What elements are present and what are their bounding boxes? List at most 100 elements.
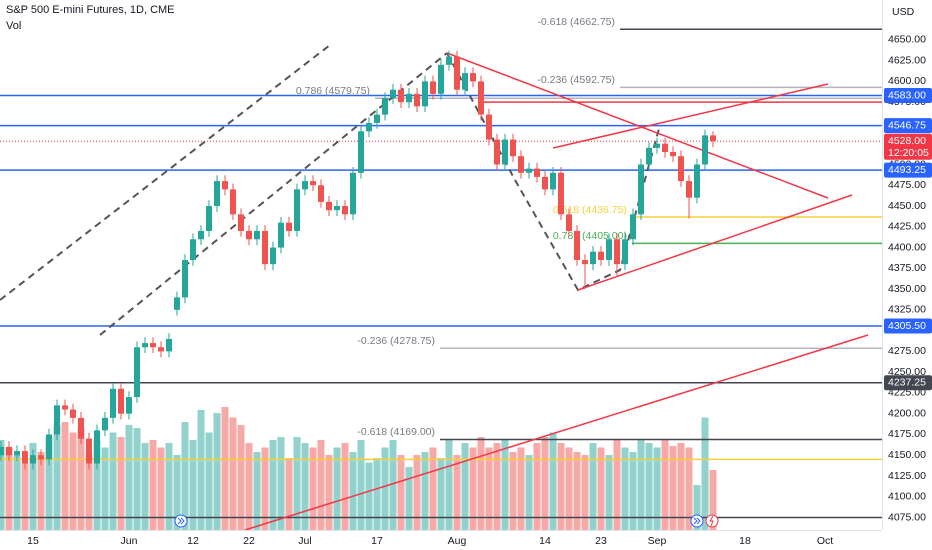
trend-line bbox=[552, 83, 829, 149]
x-tick-label: Jul bbox=[298, 535, 311, 547]
candle-body bbox=[302, 181, 308, 190]
volume-bar bbox=[565, 447, 573, 530]
volume-bar bbox=[69, 432, 77, 530]
x-tick-label: Sep bbox=[648, 535, 667, 547]
candle-body bbox=[102, 417, 108, 431]
y-tick-label: 4200.00 bbox=[888, 407, 926, 419]
y-tick-label: 4125.00 bbox=[888, 470, 926, 482]
level-price-text: 4237.25 bbox=[888, 377, 926, 389]
plot-area: -0.618 (4662.75) -0.236 (4592.75) 0.786 (4… bbox=[0, 16, 882, 530]
icon-arrows[interactable] bbox=[693, 517, 701, 525]
volume-bar bbox=[141, 443, 149, 530]
level-price-label bbox=[884, 162, 932, 178]
candle-body bbox=[222, 181, 228, 190]
trend-line bbox=[446, 52, 829, 199]
event-icon[interactable] bbox=[705, 514, 719, 528]
candles bbox=[0, 50, 716, 470]
candle-body bbox=[510, 139, 516, 157]
x-tick-label: 22 bbox=[243, 535, 255, 547]
volume-bar bbox=[165, 443, 173, 530]
candle-body bbox=[446, 56, 452, 65]
volume-bar bbox=[469, 447, 477, 530]
candle-body bbox=[350, 172, 356, 215]
fib-label: -0.618 (4662.75) bbox=[537, 16, 615, 28]
volume-bar bbox=[229, 417, 237, 530]
volume-bar bbox=[661, 440, 669, 530]
fib-label: 0.618 (4436.75) bbox=[553, 204, 627, 216]
candle-body bbox=[422, 81, 428, 107]
currency: USD bbox=[892, 6, 915, 18]
icon-bolt[interactable] bbox=[709, 515, 714, 527]
candle-body bbox=[622, 239, 628, 265]
candle-body bbox=[214, 181, 220, 207]
volume-bar bbox=[413, 455, 421, 530]
volume-bar bbox=[253, 452, 261, 530]
candle-body bbox=[686, 181, 692, 198]
fib-label: 0.786 (4579.75) bbox=[296, 85, 370, 97]
candle-body bbox=[230, 189, 236, 215]
volume-bar bbox=[669, 446, 677, 530]
level-price-text: 4305.50 bbox=[888, 320, 926, 332]
volume-bar bbox=[357, 440, 365, 530]
level-price-label bbox=[884, 118, 932, 134]
volume-bar bbox=[637, 440, 645, 530]
volume-bar bbox=[461, 443, 469, 530]
candle-body bbox=[174, 297, 180, 310]
x-tick-label: 17 bbox=[371, 535, 383, 547]
candle-body bbox=[486, 114, 492, 140]
candle-body bbox=[22, 451, 28, 464]
volume-bar bbox=[629, 452, 637, 530]
candle-body bbox=[694, 164, 700, 198]
current-price-label bbox=[884, 133, 932, 160]
volume-bar bbox=[53, 425, 61, 530]
candle-body bbox=[374, 114, 380, 123]
candle-body bbox=[46, 434, 52, 460]
level-price-text: 4493.25 bbox=[888, 164, 926, 176]
candle-body bbox=[502, 139, 508, 165]
candle-body bbox=[38, 455, 44, 460]
volume-bar bbox=[181, 422, 189, 530]
x-tick-label: 23 bbox=[595, 535, 607, 547]
y-tick-label: 4650.00 bbox=[888, 34, 926, 46]
icon-arrows[interactable] bbox=[177, 517, 185, 525]
volume-bar bbox=[453, 455, 461, 530]
volume-bar bbox=[293, 437, 301, 530]
volume-bar bbox=[493, 443, 501, 530]
volume-bar bbox=[341, 443, 349, 530]
dashed-trend bbox=[0, 44, 331, 301]
candle-body bbox=[550, 172, 556, 190]
volume-bar bbox=[477, 437, 485, 530]
volume-bar bbox=[93, 440, 101, 530]
jump-icon[interactable] bbox=[690, 514, 704, 528]
volume-bar bbox=[189, 440, 197, 530]
volume-bar bbox=[677, 443, 685, 530]
candle-body bbox=[606, 239, 612, 261]
volume-bar bbox=[437, 458, 445, 530]
y-tick-label: 4450.00 bbox=[888, 200, 926, 212]
candle-body bbox=[390, 89, 396, 99]
volume-bar bbox=[277, 437, 285, 530]
candle-body bbox=[590, 251, 596, 265]
volume-bar bbox=[261, 447, 269, 530]
x-tick-label: 14 bbox=[539, 535, 551, 547]
y-tick-label: 4100.00 bbox=[888, 491, 926, 503]
candle-body bbox=[646, 147, 652, 165]
level-price-label bbox=[884, 88, 932, 104]
volume-bar bbox=[149, 440, 157, 530]
y-tick-label: 4375.00 bbox=[888, 262, 926, 274]
candle-body bbox=[142, 343, 148, 348]
candle-body bbox=[190, 239, 196, 261]
candle-body bbox=[574, 230, 580, 261]
volume-bar bbox=[29, 443, 37, 530]
level-price-text: 4546.75 bbox=[888, 119, 926, 131]
volume-bar bbox=[5, 447, 13, 530]
y-tick-label: 4350.00 bbox=[888, 283, 926, 295]
candle-body bbox=[110, 388, 116, 418]
countdown-text: 12:20:05 bbox=[888, 147, 929, 159]
volume-bar bbox=[125, 425, 133, 530]
volume-bar bbox=[333, 447, 341, 530]
candle-body bbox=[414, 93, 420, 107]
jump-icon[interactable] bbox=[174, 514, 188, 528]
y-tick-label: 4625.00 bbox=[888, 54, 926, 66]
